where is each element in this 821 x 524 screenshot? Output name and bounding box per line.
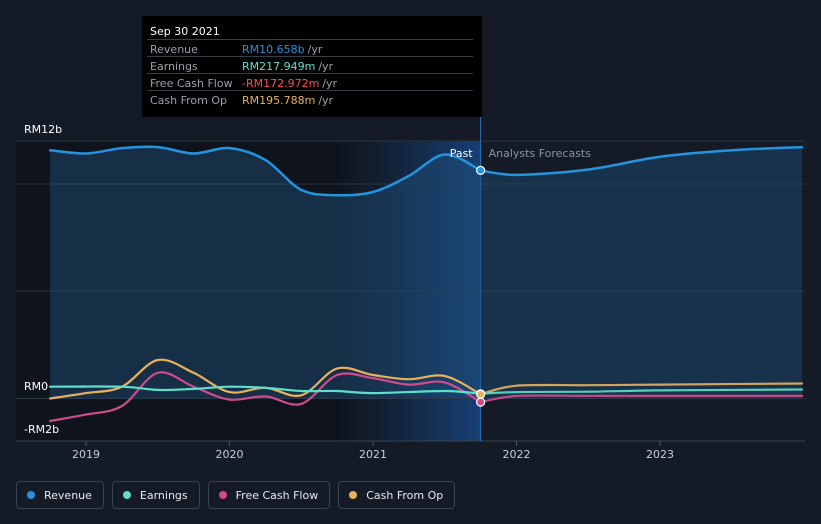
tooltip-row-revenue: Revenue RM10.658b/yr: [147, 39, 473, 57]
legend-dot-icon: [218, 491, 227, 499]
tooltip-value-number: -RM172.972m: [242, 77, 320, 90]
legend-item-free-cash-flow[interactable]: Free Cash Flow: [207, 481, 331, 509]
revenue-line-past: [48, 145, 482, 197]
tooltip-unit: /yr: [322, 77, 338, 90]
legend-item-earnings[interactable]: Earnings: [111, 481, 200, 509]
free-cash-flow-line-forecast: [479, 394, 804, 404]
x-tick-label: 2023: [646, 448, 674, 461]
tooltip-value: -RM172.972m/yr: [242, 77, 337, 90]
legend-label: Cash From Op: [366, 488, 444, 502]
tooltip-value: RM195.788m/yr: [242, 94, 333, 107]
free-cash-flow-marker: [476, 397, 486, 407]
tooltip-value-number: RM10.658b: [242, 43, 305, 56]
y-tick-label: -RM2b: [24, 423, 59, 436]
y-tick-label: RM0: [24, 380, 48, 393]
legend-item-cash-from-op[interactable]: Cash From Op: [338, 481, 456, 509]
earnings-line-forecast: [479, 388, 804, 395]
x-tick-label: 2021: [359, 448, 387, 461]
tooltip-unit: /yr: [318, 94, 334, 107]
tooltip-value: RM217.949m/yr: [242, 60, 333, 73]
legend-dot-icon: [349, 491, 358, 499]
tooltip-label: Cash From Op: [150, 94, 228, 107]
legend-label: Free Cash Flow: [235, 488, 319, 502]
tooltip-value-number: RM195.788m: [242, 94, 316, 107]
revenue-marker: [476, 165, 486, 175]
tooltip-row-cash-from-op: Cash From Op RM195.788m/yr: [147, 90, 473, 108]
legend: Revenue Earnings Free Cash Flow Cash Fro…: [16, 481, 456, 509]
legend-label: Earnings: [139, 488, 188, 502]
revenue-area: [50, 146, 803, 399]
free-cash-flow-line-past: [49, 371, 482, 423]
legend-dot-icon: [122, 491, 131, 499]
forecast-label: Analysts Forecasts: [489, 147, 592, 160]
cash-from-op-line-forecast: [479, 382, 804, 396]
tooltip-label: Free Cash Flow: [150, 77, 233, 90]
revenue-line-forecast: [479, 145, 804, 177]
past-label: Past: [450, 147, 474, 160]
tooltip-value-number: RM217.949m: [242, 60, 316, 73]
x-tick-label: 2019: [72, 448, 100, 461]
tooltip-value: RM10.658b/yr: [242, 43, 322, 56]
tooltip-unit: /yr: [318, 60, 334, 73]
tooltip-label: Earnings: [150, 60, 198, 73]
legend-dot-icon: [27, 491, 35, 499]
tooltip: Sep 30 2021 Revenue RM10.658b/yr Earning…: [142, 16, 482, 117]
legend-item-revenue[interactable]: Revenue: [16, 481, 104, 509]
tooltip-label: Revenue: [150, 43, 198, 56]
tooltip-row-earnings: Earnings RM217.949m/yr: [147, 56, 473, 74]
tooltip-row-free-cash-flow: Free Cash Flow -RM172.972m/yr: [147, 73, 473, 91]
x-tick-label: 2020: [216, 448, 244, 461]
x-tick-label: 2022: [503, 448, 531, 461]
earnings-line-past: [49, 385, 482, 395]
tooltip-date: Sep 30 2021: [150, 25, 220, 38]
y-tick-label: RM12b: [24, 123, 62, 136]
legend-label: Revenue: [44, 488, 92, 502]
cash-from-op-marker: [476, 389, 486, 399]
tooltip-unit: /yr: [307, 43, 323, 56]
